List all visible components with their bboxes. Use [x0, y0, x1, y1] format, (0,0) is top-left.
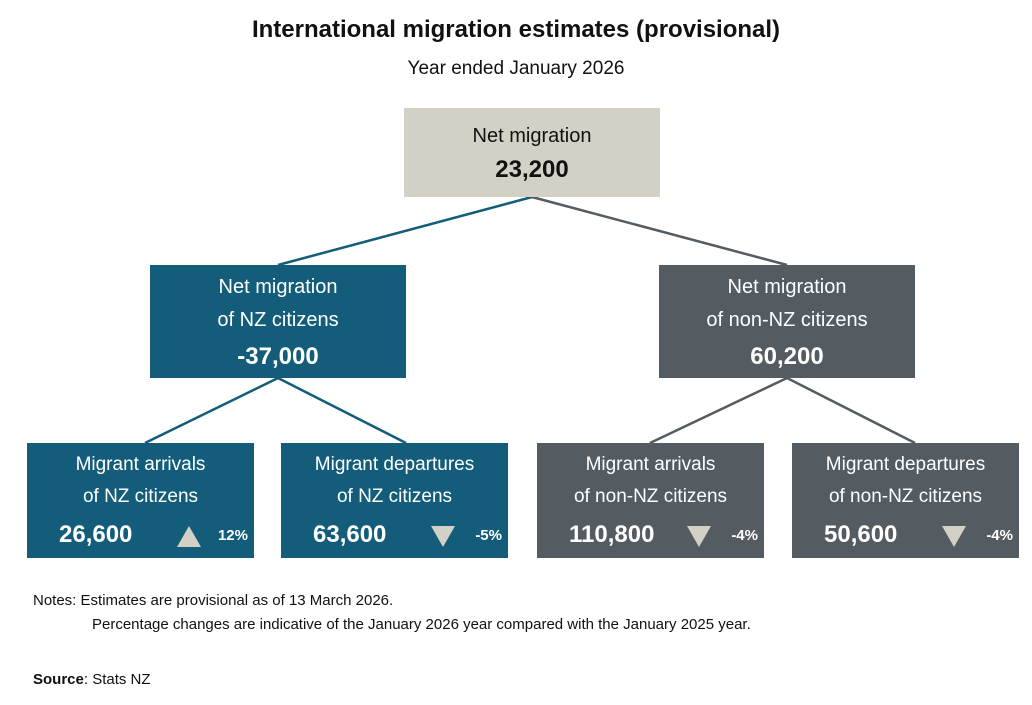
nz-departures-change: -5%: [475, 527, 502, 544]
connector-non-nz-to-departures: [786, 376, 916, 445]
connector-root-to-non-nz: [531, 195, 788, 267]
nz-arrivals-value: 26,600: [59, 521, 133, 548]
non-nz-departures-stat: 50,600 -4%: [792, 519, 1019, 551]
nz-departures-label-line1: Migrant departures: [314, 454, 475, 475]
page-title: International migration estimates (provi…: [251, 16, 781, 43]
non-nz-arrivals-label-line1: Migrant arrivals: [585, 454, 716, 475]
nz-arrivals-change: 12%: [217, 527, 248, 544]
triangle-down-icon: [431, 526, 455, 547]
non-nz-arrivals-box: Migrant arrivals of non-NZ citizens 110,…: [537, 443, 764, 558]
connector-root-to-nz: [277, 195, 533, 267]
nz-net-label-line1: Net migration: [218, 276, 338, 298]
nz-departures-stat: 63,600 -5%: [281, 519, 508, 551]
triangle-down-icon: [687, 526, 711, 547]
triangle-up-icon: [177, 526, 201, 547]
non-nz-arrivals-change: -4%: [731, 527, 758, 544]
notes-line2: Percentage changes are indicative of the…: [92, 616, 751, 633]
page-subtitle: Year ended January 2026: [407, 58, 625, 79]
non-nz-net-label-line2: of non-NZ citizens: [706, 309, 868, 331]
nz-arrivals-label-line2: of NZ citizens: [82, 486, 199, 507]
source-text: : Stats NZ: [83, 671, 151, 688]
non-nz-departures-change: -4%: [986, 527, 1013, 544]
net-migration-box: Net migration 23,200: [404, 108, 660, 197]
nz-arrivals-stat: 26,600 12%: [27, 519, 254, 551]
non-nz-arrivals-label-line2: of non-NZ citizens: [573, 486, 728, 507]
nz-arrivals-label-line1: Migrant arrivals: [75, 454, 206, 475]
net-migration-value: 23,200: [495, 156, 569, 183]
nz-departures-box: Migrant departures of NZ citizens 63,600…: [281, 443, 508, 558]
triangle-down-icon: [942, 526, 966, 547]
nz-departures-value: 63,600: [313, 521, 387, 548]
connector-nz-to-arrivals: [144, 376, 279, 445]
non-nz-net-value: 60,200: [750, 343, 824, 370]
non-nz-arrivals-stat: 110,800 -4%: [537, 519, 764, 551]
nz-net-label-line2: of NZ citizens: [217, 309, 339, 331]
non-nz-net-label-line1: Net migration: [727, 276, 847, 298]
non-nz-citizens-net-box: Net migration of non-NZ citizens 60,200: [659, 265, 915, 378]
non-nz-departures-value: 50,600: [824, 521, 898, 548]
net-migration-label: Net migration: [472, 125, 592, 147]
nz-net-value: -37,000: [237, 343, 319, 370]
non-nz-arrivals-value: 110,800: [569, 521, 655, 548]
source-label: Source: [33, 671, 84, 688]
connector-non-nz-to-arrivals: [649, 376, 788, 445]
non-nz-departures-box: Migrant departures of non-NZ citizens 50…: [792, 443, 1019, 558]
non-nz-departures-label-line1: Migrant departures: [825, 454, 986, 475]
source-credit: Source: Stats NZ: [33, 671, 151, 688]
connector-nz-to-departures: [277, 376, 407, 445]
notes-line1: Notes: Estimates are provisional as of 1…: [33, 592, 394, 609]
notes: Notes: Estimates are provisional as of 1…: [33, 589, 751, 637]
non-nz-departures-label-line2: of non-NZ citizens: [828, 486, 983, 507]
nz-departures-label-line2: of NZ citizens: [336, 486, 453, 507]
nz-arrivals-box: Migrant arrivals of NZ citizens 26,600 1…: [27, 443, 254, 558]
nz-citizens-net-box: Net migration of NZ citizens -37,000: [150, 265, 406, 378]
